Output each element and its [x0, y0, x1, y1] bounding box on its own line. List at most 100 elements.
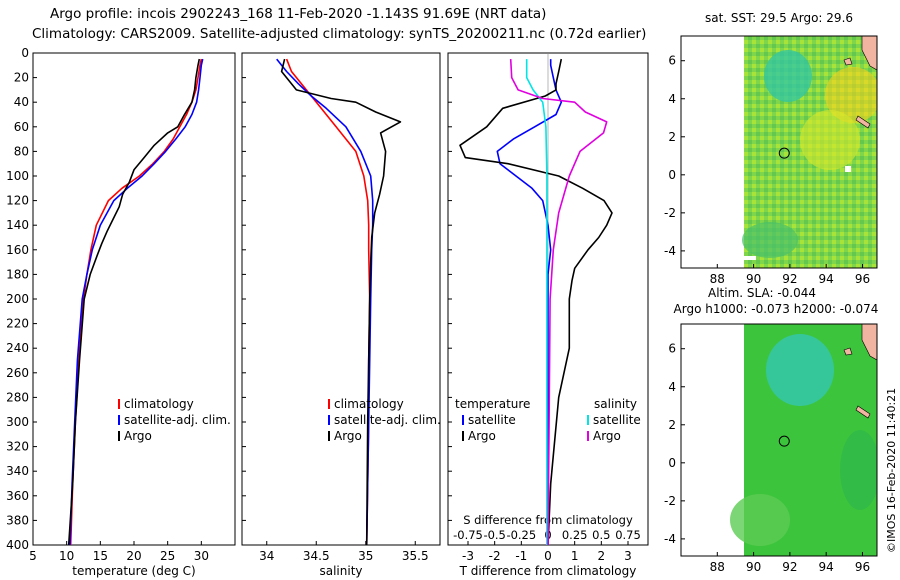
- legend-label: climatology: [124, 397, 194, 411]
- sst-map: [681, 36, 877, 268]
- sal-series-climatology: [285, 58, 371, 546]
- x-tick-label: 34.5: [303, 549, 330, 563]
- legend-label: Argo: [334, 429, 362, 443]
- x-tick-label: 35: [358, 549, 373, 563]
- depth-tick-label: 140: [6, 218, 29, 232]
- depth-tick-label: 160: [6, 243, 29, 257]
- map-x-tick-label: 88: [710, 272, 725, 286]
- depth-tick-label: 260: [6, 366, 29, 380]
- x-axis-label: salinity: [319, 564, 362, 578]
- depth-tick-label: 20: [14, 71, 29, 85]
- map-y-tick-label: 6: [668, 54, 676, 68]
- x-tick-label: 20: [126, 549, 141, 563]
- map-frame-sla_map: [680, 323, 878, 557]
- map-x-tick-label: 94: [819, 560, 834, 574]
- map-y-tick-label: -2: [664, 494, 676, 508]
- depth-tick-label: 180: [6, 267, 29, 281]
- x-tick-label: 34: [259, 549, 274, 563]
- map-y-tick-label: 0: [668, 168, 676, 182]
- depth-tick-label: 120: [6, 194, 29, 208]
- legend-label: satellite: [468, 413, 516, 427]
- x-tick-label: -1: [515, 549, 527, 563]
- diff-series-t-argo: [459, 58, 613, 546]
- map-y-tick-label: -4: [664, 532, 676, 546]
- sal-series-argo: [280, 58, 402, 546]
- depth-tick-label: 100: [6, 169, 29, 183]
- depth-tick-label: 300: [6, 415, 29, 429]
- depth-tick-label: 80: [14, 144, 29, 158]
- map-x-tick-label: 90: [746, 272, 761, 286]
- x-tick-label: 35.5: [402, 549, 429, 563]
- sla-map: [681, 324, 877, 556]
- s-diff-tick-label: -0.75: [453, 528, 483, 542]
- map-y-tick-label: -4: [664, 244, 676, 258]
- x-tick-label: 15: [93, 549, 108, 563]
- depth-tick-label: 280: [6, 390, 29, 404]
- map-y-tick-label: 4: [668, 92, 676, 106]
- depth-tick-label: 400: [6, 538, 29, 552]
- x-tick-label: -3: [462, 549, 474, 563]
- map-frame-sst_map: [680, 35, 878, 269]
- diff-series-s-argo: [509, 59, 608, 546]
- depth-tick-label: 360: [6, 489, 29, 503]
- depth-tick-label: 200: [6, 292, 29, 306]
- legend-title-salinity: salinity: [594, 397, 637, 411]
- map-x-tick-label: 96: [855, 272, 870, 286]
- legend-label: Argo: [593, 429, 621, 443]
- depth-tick-label: 0: [21, 46, 29, 60]
- s-diff-tick-label: -0.25: [506, 528, 536, 542]
- legend-label: satellite-adj. clim.: [334, 413, 441, 427]
- map-x-tick-label: 96: [855, 560, 870, 574]
- legend-label: satellite-adj. clim.: [124, 413, 231, 427]
- x-tick-label: 0: [544, 549, 552, 563]
- sla-map-title-line2: Argo h1000: -0.073 h2000: -0.074: [674, 302, 879, 316]
- x-tick-label: 30: [194, 549, 209, 563]
- argo-float-marker: [778, 147, 790, 159]
- s-diff-tick-label: 0.25: [562, 528, 588, 542]
- x-tick-label: 10: [59, 549, 74, 563]
- depth-tick-label: 60: [14, 120, 29, 134]
- x-tick-label: 1: [571, 549, 579, 563]
- x-tick-label: -2: [489, 549, 501, 563]
- diff-series-t-satellite: [496, 59, 563, 545]
- s-diff-tick-label: 0.5: [592, 528, 610, 542]
- depth-tick-label: 220: [6, 317, 29, 331]
- legend-label: Argo: [124, 429, 152, 443]
- s-diff-tick-label: -0.5: [483, 528, 505, 542]
- x-tick-label: 25: [160, 549, 175, 563]
- depth-tick-label: 40: [14, 95, 29, 109]
- panel-frame-temperature: [32, 52, 236, 546]
- map-y-tick-label: 2: [668, 418, 676, 432]
- sal-series-satellite-adj--clim-: [276, 58, 374, 546]
- depth-tick-label: 320: [6, 440, 29, 454]
- x-axis-label: temperature (deg C): [72, 564, 195, 578]
- legend-label: Argo: [468, 429, 496, 443]
- diff-series-s-satellite: [525, 59, 548, 545]
- x-tick-label: 2: [598, 549, 606, 563]
- map-y-tick-label: 2: [668, 130, 676, 144]
- depth-tick-label: 240: [6, 341, 29, 355]
- legend-label: climatology: [334, 397, 404, 411]
- x-tick-label: 3: [624, 549, 632, 563]
- sla-map-title-line1: Altim. SLA: -0.044: [708, 286, 816, 300]
- map-x-tick-label: 92: [782, 560, 797, 574]
- depth-tick-label: 380: [6, 513, 29, 527]
- timestamp-stamp: ©IMOS 16-Feb-2020 11:40:21: [885, 387, 898, 553]
- map-y-tick-label: 6: [668, 342, 676, 356]
- temp-series-argo: [67, 58, 201, 546]
- map-y-tick-label: 0: [668, 456, 676, 470]
- legend-label: satellite: [593, 413, 641, 427]
- x-tick-label: 5: [29, 549, 37, 563]
- temp-series-satellite-adj--clim-: [69, 58, 204, 546]
- map-x-tick-label: 90: [746, 560, 761, 574]
- map-y-tick-label: -2: [664, 206, 676, 220]
- s-diff-tick-label: 0.75: [615, 528, 641, 542]
- sst-map-title: sat. SST: 29.5 Argo: 29.6: [705, 11, 853, 25]
- map-y-tick-label: 4: [668, 380, 676, 394]
- map-x-tick-label: 94: [819, 272, 834, 286]
- figure-title-line2: Climatology: CARS2009. Satellite-adjuste…: [32, 26, 647, 42]
- map-x-tick-label: 92: [782, 272, 797, 286]
- legend-title-temperature: temperature: [455, 397, 530, 411]
- panel-frame-salinity: [241, 52, 441, 546]
